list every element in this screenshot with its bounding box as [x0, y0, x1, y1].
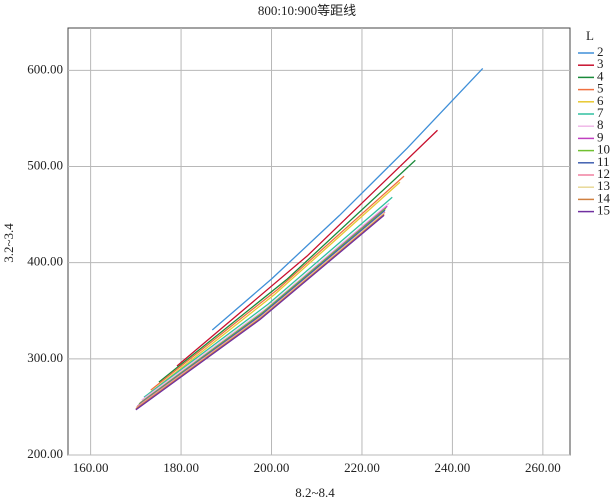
plot-area: [67, 27, 571, 456]
legend-label: 14: [597, 190, 611, 205]
legend-label: 12: [597, 166, 610, 181]
legend-label: 9: [597, 129, 604, 144]
legend-title: L: [586, 28, 594, 43]
y-tick-label: 300.00: [27, 350, 63, 365]
series-line: [138, 207, 387, 405]
y-tick-label: 200.00: [27, 446, 63, 461]
legend-label: 8: [597, 117, 604, 132]
y-tick-label: 400.00: [27, 254, 63, 269]
legend-label: 2: [597, 44, 604, 59]
series-line: [148, 181, 401, 394]
legend-label: 6: [597, 93, 604, 108]
x-tick-label: 220.00: [344, 460, 380, 475]
series-line: [211, 67, 484, 331]
x-tick-label: 260.00: [525, 460, 561, 475]
legend-label: 4: [597, 68, 604, 83]
legend-label: 10: [597, 142, 610, 157]
x-tick-label: 180.00: [163, 460, 199, 475]
y-tick-label: 500.00: [27, 157, 63, 172]
legend-label: 3: [597, 56, 604, 71]
legend-label: 13: [597, 178, 610, 193]
series-line: [176, 129, 438, 367]
series-line: [143, 196, 393, 398]
legend-label: 11: [597, 154, 610, 169]
x-tick-label: 240.00: [435, 460, 471, 475]
legend-label: 7: [597, 105, 604, 120]
y-axis-label: 3.2~3.4: [1, 223, 16, 263]
x-tick-label: 200.00: [254, 460, 290, 475]
y-tick-label: 600.00: [27, 61, 63, 76]
legend-label: 15: [597, 203, 610, 218]
x-axis-label: 8.2~8.4: [295, 485, 335, 500]
series-line: [135, 214, 385, 411]
series-line: [150, 175, 405, 391]
series-line: [135, 213, 385, 410]
legend-label: 5: [597, 81, 604, 96]
series-line: [141, 202, 390, 401]
x-tick-label: 160.00: [73, 460, 109, 475]
chart-title: 800:10:900等距线: [258, 3, 356, 18]
series-line: [158, 159, 416, 383]
